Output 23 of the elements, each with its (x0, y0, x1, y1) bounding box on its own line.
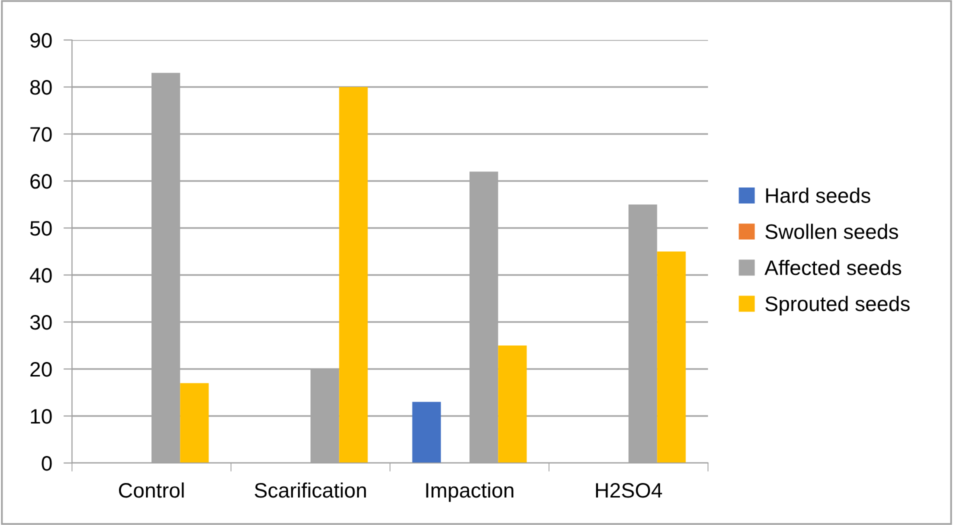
y-tick-label: 90 (30, 33, 52, 48)
legend-label: Sprouted seeds (765, 296, 910, 316)
y-tick-label: 70 (30, 127, 52, 142)
x-tick-label: Control (118, 482, 184, 498)
y-tick-label: 60 (30, 174, 52, 189)
x-tick-label: H2SO4 (596, 482, 662, 498)
legend-label: Affected seeds (764, 260, 902, 276)
y-tick-label: 40 (30, 268, 52, 283)
x-tick-label: Scarification (254, 482, 366, 498)
bar (498, 346, 527, 463)
y-tick-label: 50 (30, 221, 52, 236)
y-tick-label: 10 (30, 409, 52, 424)
y-tick-label: 80 (30, 80, 52, 95)
y-tick-label: 20 (30, 362, 52, 377)
bar (657, 252, 686, 463)
bar (180, 383, 209, 463)
bar (339, 87, 368, 463)
y-tick-label: 30 (30, 315, 52, 330)
bar (412, 402, 441, 463)
y-tick-label: 0 (42, 456, 52, 471)
legend-label: Hard seeds (766, 188, 870, 203)
legend-label: Swollen seeds (765, 224, 898, 240)
x-tick-label: Impaction (426, 482, 514, 502)
